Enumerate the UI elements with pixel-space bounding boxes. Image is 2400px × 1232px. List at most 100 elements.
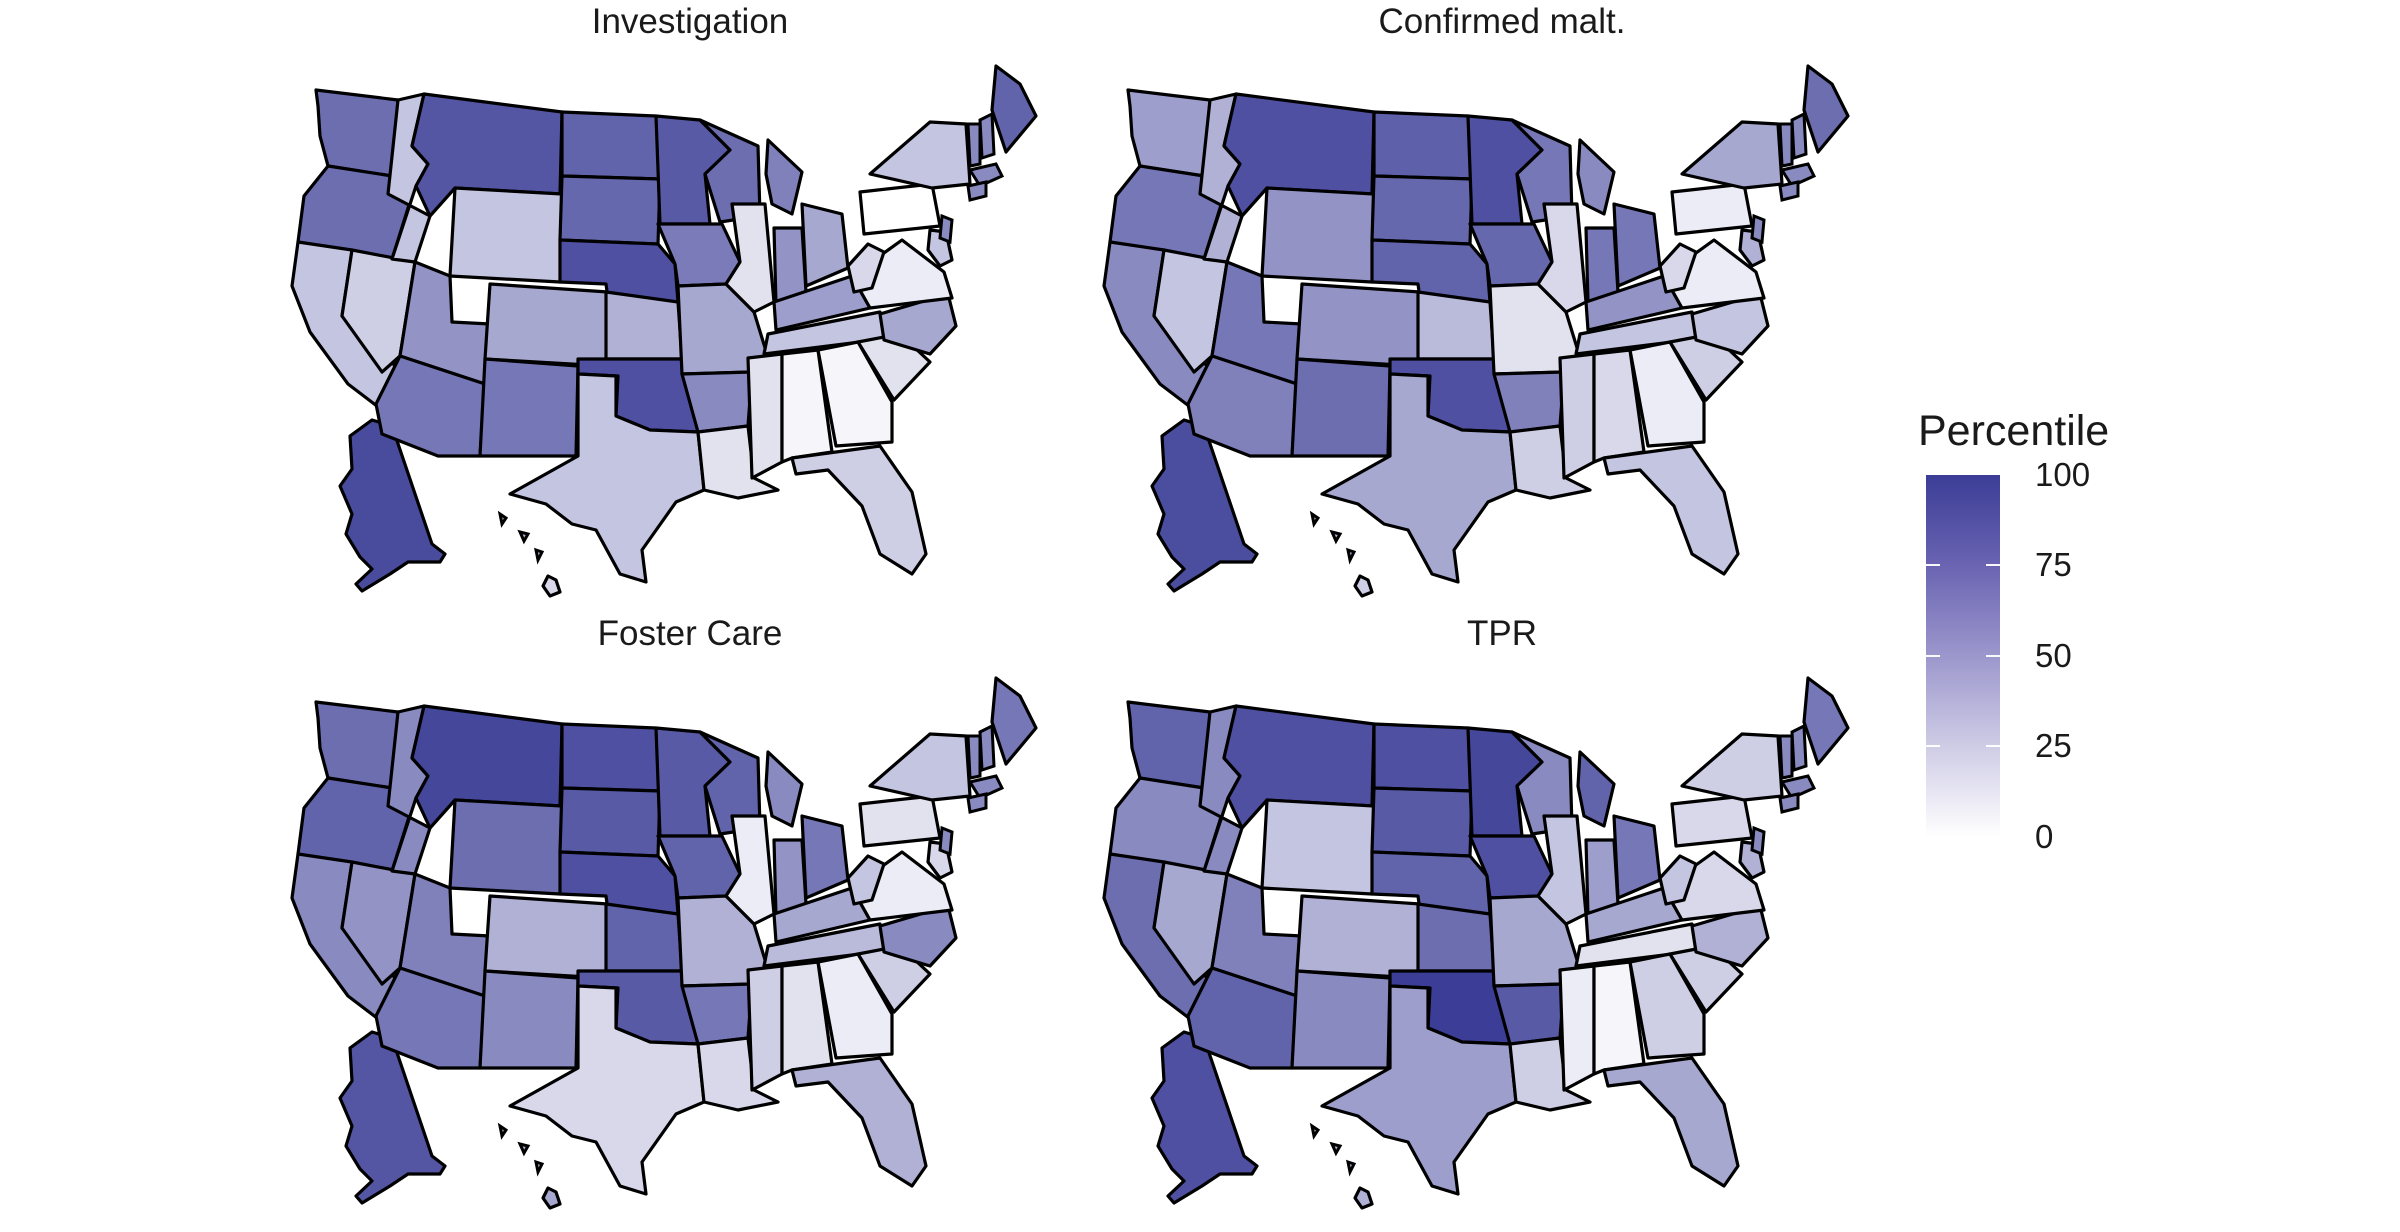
small-region (497, 1122, 509, 1140)
legend-label-0: 0 (2035, 818, 2054, 855)
state-nd (560, 722, 662, 793)
small-region (1309, 1122, 1321, 1140)
legend-tick (1986, 655, 2000, 657)
small-region (938, 213, 954, 245)
state-sd (558, 174, 662, 246)
state-il (1536, 814, 1588, 926)
state-va (850, 238, 954, 310)
small-region (978, 723, 996, 773)
state-ks (1416, 290, 1496, 361)
small-region (966, 122, 982, 168)
small-region (1346, 547, 1357, 565)
small-region (1329, 1141, 1343, 1157)
state-ak (338, 418, 447, 593)
small-region (978, 111, 996, 161)
small-region (967, 774, 1005, 800)
legend-tick (1926, 564, 1940, 566)
state-fl (1602, 1056, 1740, 1188)
state-ms (746, 352, 784, 480)
map-panel-foster-care: Foster Care (280, 614, 1100, 1232)
legend-label-75: 75 (2035, 546, 2072, 583)
state-ak (1150, 418, 1259, 593)
state-ga (816, 340, 894, 448)
small-region (497, 510, 509, 528)
small-region (966, 180, 988, 202)
state-il (724, 202, 776, 314)
state-sd (1370, 174, 1474, 246)
state-oh (800, 814, 850, 900)
state-mi (1576, 138, 1616, 216)
small-region (1750, 825, 1766, 857)
state-tx (508, 372, 706, 584)
small-region (517, 529, 531, 545)
state-nm (1290, 969, 1392, 1070)
state-co (483, 894, 610, 980)
state-ks (604, 290, 684, 361)
map-panel-tpr: TPR (1092, 614, 1912, 1232)
state-tx (508, 984, 706, 1196)
panel-title: TPR (1467, 614, 1537, 653)
state-wy (1260, 186, 1376, 284)
state-wv (846, 242, 886, 294)
state-la (1508, 424, 1592, 500)
state-fl (790, 1056, 928, 1188)
small-region (1778, 734, 1794, 780)
map-panel-confirmed-maltreatment: Confirmed malt. (1092, 2, 1912, 620)
state-ga (816, 952, 894, 1060)
choropleth-map (290, 64, 1038, 598)
state-pa (1670, 794, 1754, 848)
state-oh (1612, 814, 1662, 900)
state-hi (541, 1186, 562, 1210)
panel-title: Foster Care (597, 614, 783, 653)
percentile-legend: Percentile 100 75 50 25 0 (1918, 405, 2168, 875)
state-wv (1658, 242, 1698, 294)
state-me (1802, 676, 1850, 766)
small-region (967, 162, 1005, 188)
choropleth-map (1102, 64, 1850, 598)
small-region (1778, 792, 1800, 814)
small-region (966, 734, 982, 780)
state-oh (800, 202, 850, 288)
state-fl (790, 444, 928, 576)
small-region (517, 1141, 531, 1157)
small-region (1309, 510, 1321, 528)
state-wa (1126, 88, 1212, 178)
state-tx (1320, 372, 1518, 584)
state-la (696, 424, 780, 500)
state-wi (698, 118, 762, 224)
state-il (1536, 202, 1588, 314)
state-co (1295, 894, 1422, 980)
state-pa (858, 182, 942, 236)
state-ms (746, 964, 784, 1092)
state-ms (1558, 352, 1596, 480)
state-wy (448, 186, 564, 284)
small-region (1790, 723, 1808, 773)
state-ga (1628, 952, 1706, 1060)
map-panel-investigation: Investigation (280, 2, 1100, 620)
state-nd (1372, 110, 1474, 181)
state-ks (1416, 902, 1496, 973)
state-sd (1370, 786, 1474, 858)
state-ms (1558, 964, 1596, 1092)
state-la (696, 1036, 780, 1112)
legend-label-50: 50 (2035, 637, 2072, 674)
state-tx (1320, 984, 1518, 1196)
state-ny (1680, 120, 1784, 190)
panel-title: Confirmed malt. (1378, 2, 1626, 41)
state-co (483, 282, 610, 368)
state-wa (1126, 700, 1212, 790)
state-nm (478, 969, 580, 1070)
legend-title: Percentile (1918, 407, 2110, 455)
small-region (534, 547, 545, 565)
small-region (938, 825, 954, 857)
small-region (1779, 774, 1817, 800)
small-region (966, 792, 988, 814)
state-mi (764, 750, 804, 828)
state-nd (1372, 722, 1474, 793)
state-me (990, 676, 1038, 766)
state-hi (541, 574, 562, 598)
state-wi (698, 730, 762, 836)
state-wi (1510, 118, 1574, 224)
state-me (990, 64, 1038, 154)
state-wa (314, 700, 400, 790)
